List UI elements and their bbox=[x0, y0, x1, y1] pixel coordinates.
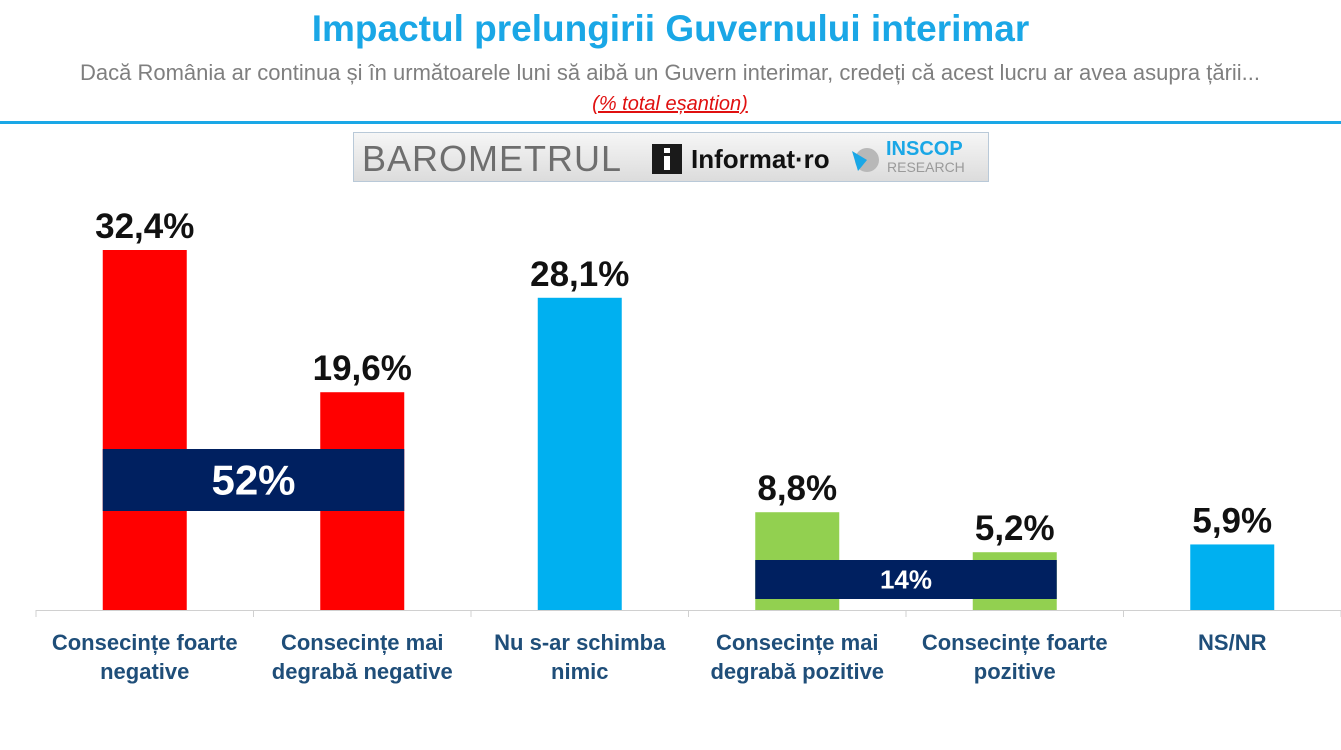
value-label-5: 5,2% bbox=[975, 509, 1055, 548]
group-label-2: 14% bbox=[880, 565, 932, 595]
inscop-logo-text: INSCOP bbox=[886, 138, 963, 160]
question-text: Dacă România ar continua și în următoare… bbox=[79, 60, 1261, 85]
barometru-logo-text: BAROMETRUL bbox=[362, 138, 623, 179]
inscop-dial-icon bbox=[852, 148, 879, 172]
category-label-2: Consecințe mai degrabă negative bbox=[271, 630, 453, 684]
value-label-1: 32,4% bbox=[95, 207, 194, 246]
value-label-6: 5,9% bbox=[1192, 501, 1272, 540]
header-divider bbox=[0, 121, 1341, 124]
bar-6 bbox=[1190, 544, 1275, 610]
chart-title: Impactul prelungirii Guvernului interima… bbox=[311, 8, 1030, 49]
category-label-1: Consecințe foarte negative bbox=[51, 630, 238, 684]
bar-3 bbox=[537, 297, 622, 610]
category-label-6: NS/NR bbox=[1198, 630, 1267, 655]
group-label-1: 52% bbox=[211, 457, 295, 504]
research-logo-text: RESEARCH bbox=[887, 159, 965, 175]
barometru-logo-banner: BAROMETRUL Informat·ro INSCOP RESEARCH bbox=[353, 132, 989, 182]
value-label-3: 28,1% bbox=[530, 255, 629, 294]
value-label-2: 19,6% bbox=[313, 349, 412, 388]
value-label-4: 8,8% bbox=[757, 469, 837, 508]
informat-logo-text: Informat·ro bbox=[691, 144, 830, 174]
group-box-1 bbox=[102, 449, 405, 511]
bar-1 bbox=[102, 250, 187, 610]
informat-i-icon bbox=[652, 144, 682, 174]
category-label-4: Consecințe mai degrabă pozitive bbox=[710, 630, 885, 684]
category-label-5: Consecințe foarte pozitive bbox=[921, 630, 1108, 684]
category-label-3: Nu s-ar schimba nimic bbox=[494, 630, 666, 684]
group-box-2 bbox=[755, 560, 1057, 599]
chart-subtitle: Dacă România ar continua și în următoare… bbox=[70, 58, 1270, 119]
sample-note: (% total eșantion) bbox=[592, 93, 748, 115]
